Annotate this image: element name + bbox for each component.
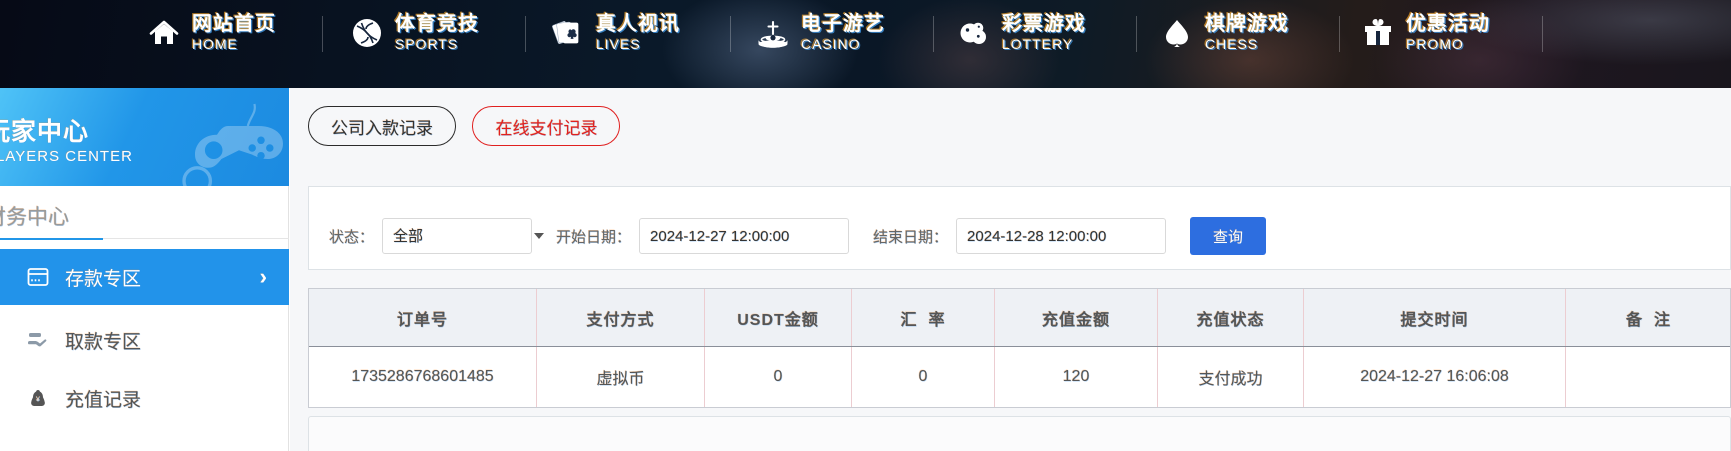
svg-text:¥: ¥	[36, 397, 40, 404]
